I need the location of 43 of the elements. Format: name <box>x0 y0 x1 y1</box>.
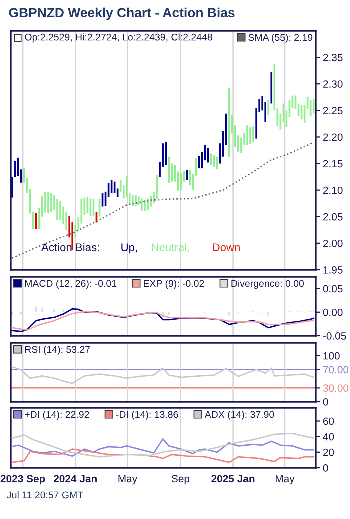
legend-label: +DI (14): 22.92 <box>25 410 90 420</box>
legend-label: EXP (9): -0.02 <box>144 280 204 290</box>
line-series <box>12 448 315 464</box>
y-tick-label: 60 <box>323 418 334 426</box>
y-tick-label: 2.10 <box>323 186 343 194</box>
legend-label: RSI (14): 53.27 <box>25 346 90 356</box>
annotation: Neutral, <box>152 243 190 253</box>
y-tick-label: 2.30 <box>323 80 343 88</box>
legend-label: -DI (14): 13.86 <box>116 410 178 420</box>
x-tick-label: 2024 Jan <box>54 475 97 483</box>
annotation: Op:2.2529, Hi:2.2724, Lo:2.2439, Cl:2.2448 <box>25 34 212 43</box>
line-series <box>12 142 315 260</box>
y-tick-label: 2.00 <box>323 240 343 248</box>
y-tick-label: 2.35 <box>323 54 343 62</box>
x-tick-label: 2025 Jan <box>212 475 255 483</box>
y-tick-label: 1.95 <box>324 266 343 274</box>
line-series <box>12 438 315 458</box>
y-tick-label: 40 <box>323 433 334 441</box>
y-tick-label: 2.15 <box>323 160 343 168</box>
annotation: Up, <box>122 244 138 254</box>
legend-label: MACD (12, 26): -0.01 <box>25 280 117 290</box>
y-tick-label: 2.20 <box>323 134 343 142</box>
y-tick-label: 30.00 <box>323 384 349 392</box>
text: Jul 11 20:57 GMT <box>7 491 84 499</box>
legend-label: Divergence: 0.00 <box>232 280 304 290</box>
annotation: Down <box>213 244 240 252</box>
y-tick-label: 0 <box>323 398 328 406</box>
x-tick-label: 2023 Sep <box>0 475 46 485</box>
y-tick-label: 100 <box>324 352 340 360</box>
x-tick-label: Sep <box>172 475 190 485</box>
y-tick-label: 0.00 <box>323 308 343 316</box>
y-tick-label: 2.25 <box>323 107 343 115</box>
y-tick-label: 0 <box>323 464 328 472</box>
y-tick-label: 20 <box>323 448 334 456</box>
y-tick-label: 70.00 <box>323 366 349 374</box>
y-tick-label: 2.05 <box>323 213 343 221</box>
chart-title: GBPNZD Weekly Chart - Action Bias <box>9 8 235 20</box>
y-tick-label: -0.05 <box>323 332 346 340</box>
y-tick-label: 0.05 <box>323 285 343 293</box>
x-tick-label: May <box>118 475 138 485</box>
legend-label: SMA (55): 2.19 <box>248 34 313 44</box>
legend-label: ADX (14): 37.90 <box>204 410 274 420</box>
x-tick-label: May <box>276 475 295 485</box>
